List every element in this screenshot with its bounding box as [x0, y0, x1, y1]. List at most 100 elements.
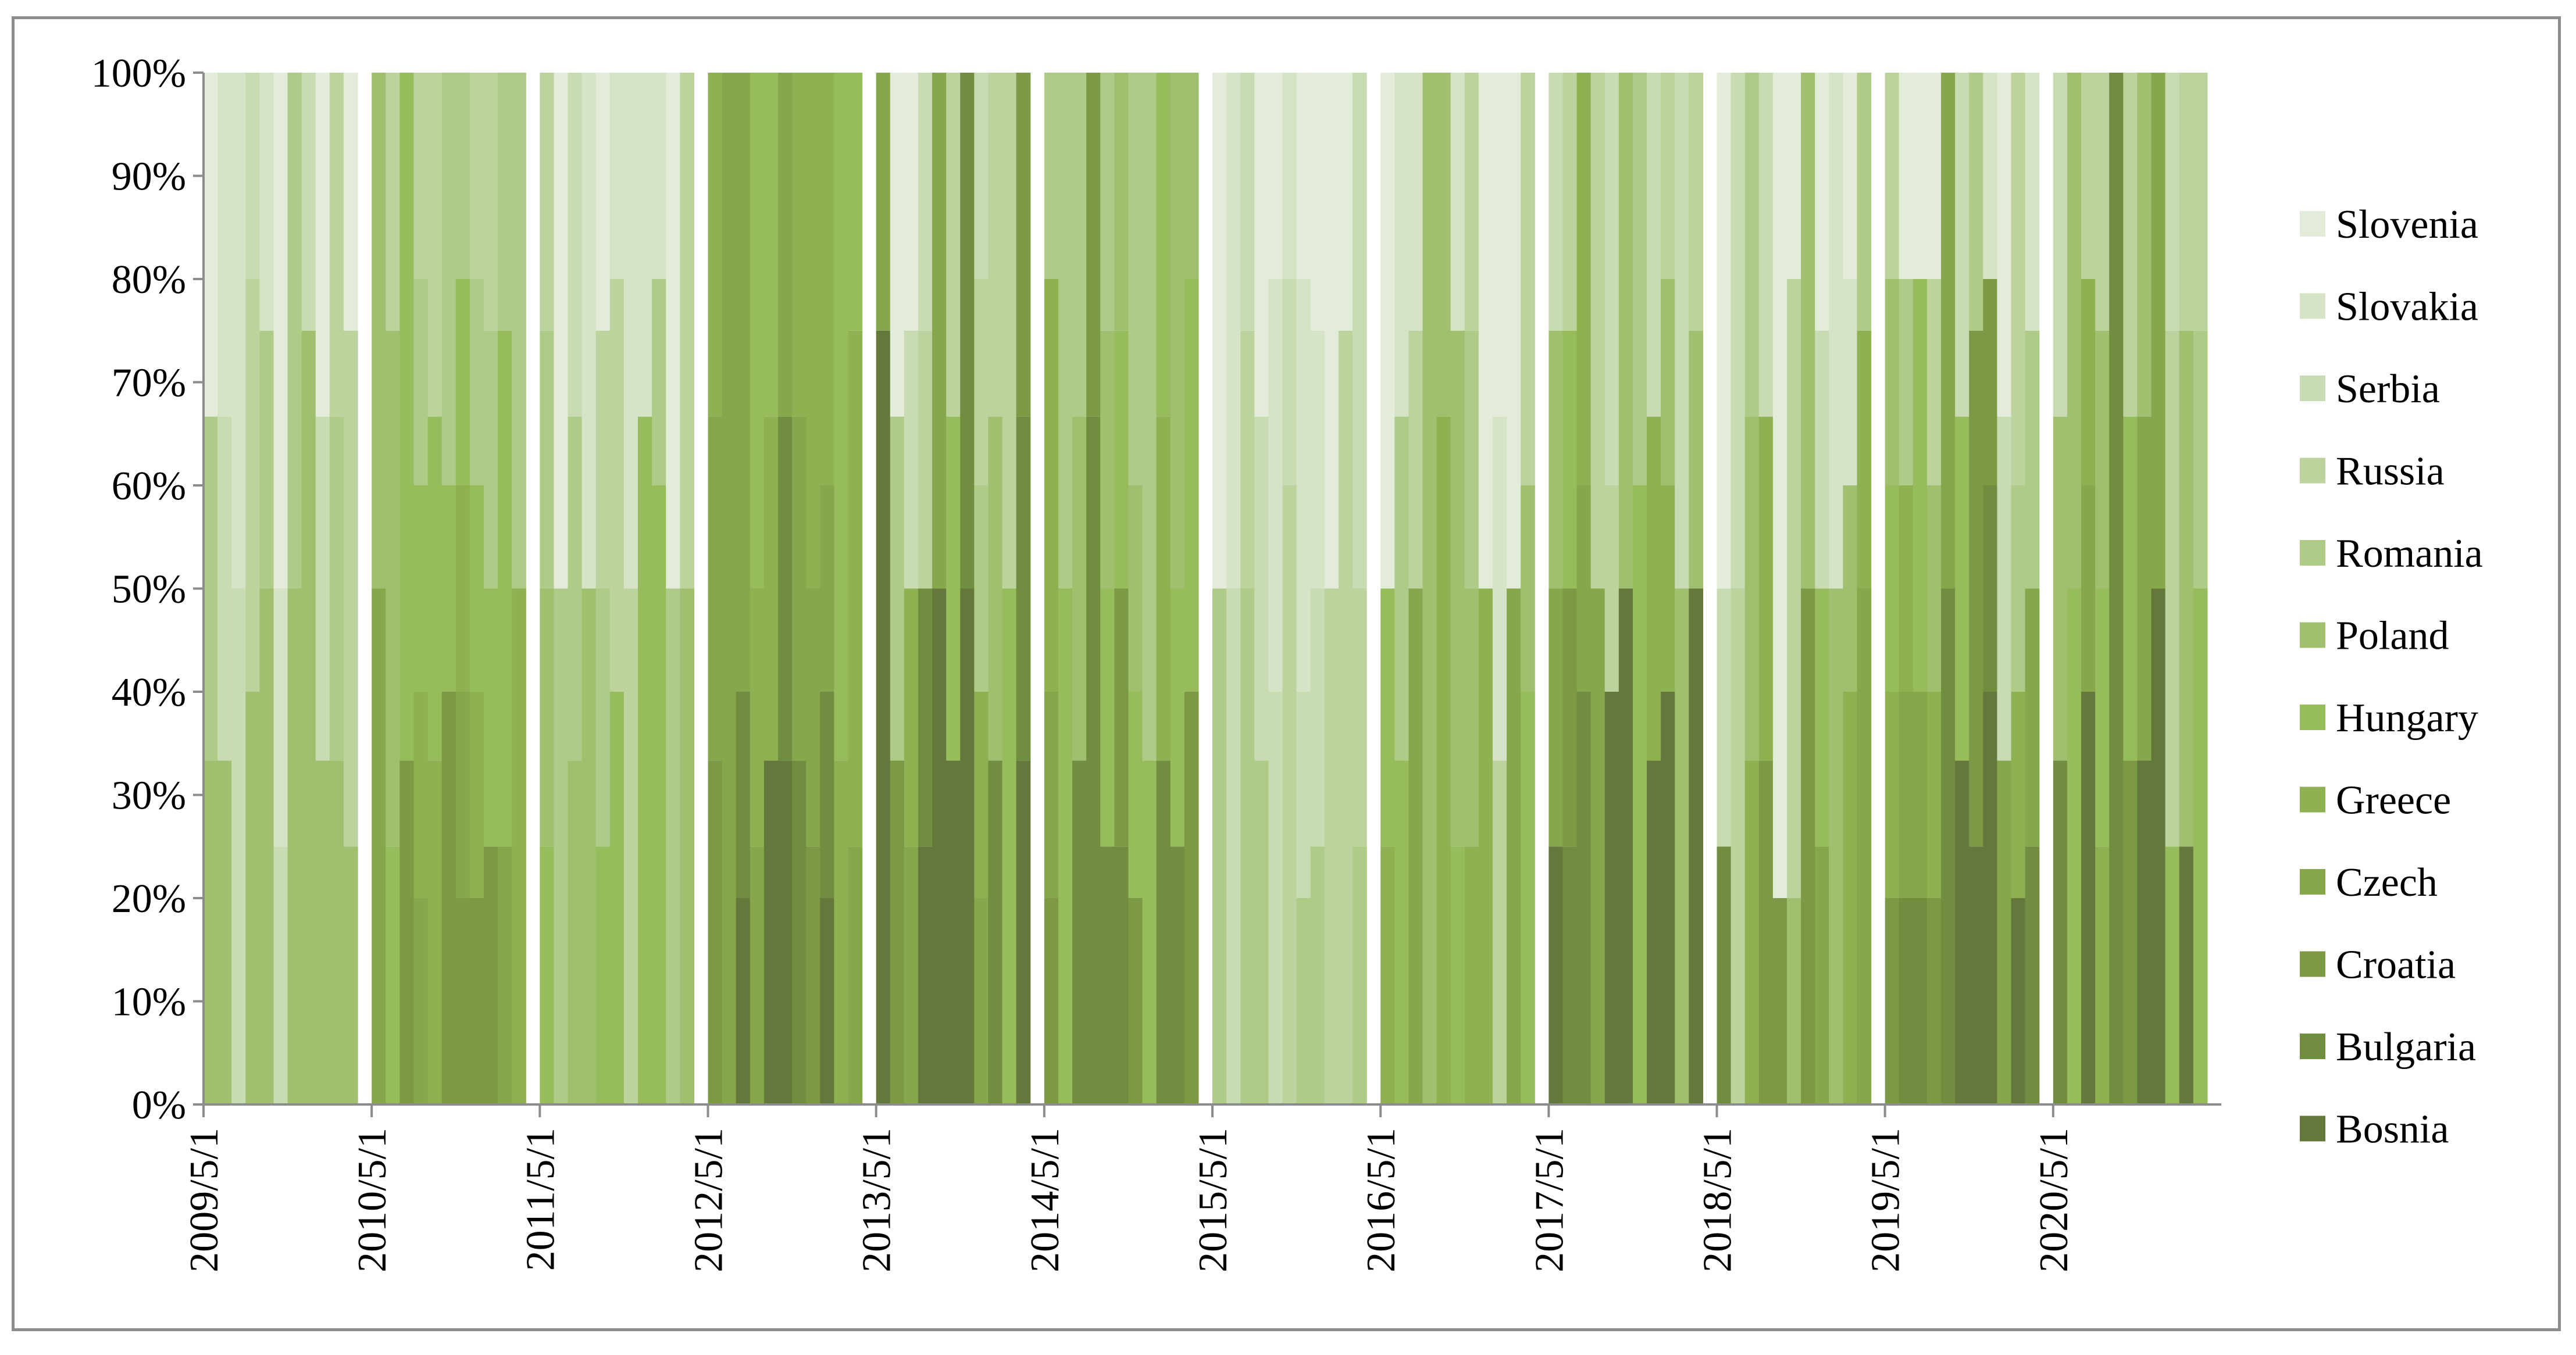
bar-segment-russia [386, 73, 400, 331]
bar-segment-hungary [763, 73, 779, 417]
legend-swatch-hungary [2300, 705, 2325, 730]
bar-segment-croatia [483, 846, 498, 1104]
bar-segment-hungary [2067, 588, 2082, 1104]
bar-segment-serbia [1675, 73, 1689, 589]
bar-segment-romania [595, 588, 611, 847]
bar-segment-russia [2193, 73, 2208, 331]
bar-segment-bulgaria [1576, 692, 1592, 1104]
bar-segment-romania [259, 330, 274, 589]
bar-segment-poland [680, 588, 695, 1104]
bar-segment-hungary [1632, 485, 1647, 1104]
bar-segment-bosnia [820, 898, 834, 1104]
bar-segment-hungary [1100, 588, 1115, 847]
bar-segment-slovakia [259, 73, 274, 331]
bar-segment-slovakia [623, 73, 638, 589]
bar-segment-bulgaria [1562, 846, 1578, 1104]
bar-segment-slovenia [204, 73, 218, 417]
bar-segment-greece [1899, 485, 1914, 692]
x-tick-label: 2020/5/1 [2032, 1128, 2077, 1272]
bar-segment-bulgaria [2053, 760, 2068, 1104]
bar-segment-greece [512, 588, 526, 1104]
bar-segment-poland [2179, 330, 2194, 847]
bar-segment-slovenia [273, 73, 288, 589]
bar-segment-slovenia [595, 73, 611, 331]
bar-segment-slovenia [1324, 73, 1339, 589]
bar-segment-bulgaria [736, 692, 751, 898]
bar-segment-russia [2095, 73, 2110, 331]
x-axis: 2009/5/1 2010/5/1 2011/5/1 2012/5/1 2013/5/1… [182, 1103, 2221, 1272]
bar-segment-hungary [638, 416, 652, 1105]
bar-segment-bulgaria [792, 760, 807, 1104]
bar-segment-bosnia [736, 898, 751, 1104]
bar-segment-hungary [1450, 846, 1465, 1104]
bar-segment-poland [1114, 73, 1129, 331]
bar-segment-russia [2011, 73, 2026, 485]
bar-segment-greece [1758, 416, 1774, 761]
bar-segment-hungary [2123, 416, 2138, 761]
bar-segment-russia [413, 73, 429, 279]
bar-segment-slovakia [1282, 73, 1297, 279]
legend-swatch-slovakia [2300, 293, 2325, 319]
bar-segment-russia [1002, 73, 1017, 589]
bar-segment-slovenia [1815, 73, 1829, 331]
legend-swatch-russia [2300, 457, 2325, 484]
bar-segment-hungary [595, 846, 611, 1104]
bar-segment-serbia [918, 73, 933, 331]
bar-segment-czech [806, 588, 820, 847]
bar-segment-hungary [1002, 588, 1017, 1104]
bar-segment-russia [1282, 485, 1297, 1104]
bar-segment-croatia [1772, 898, 1787, 1104]
bar-segment-czech [372, 588, 386, 1104]
bar-segment-bosnia [2137, 760, 2152, 1104]
bar-segment-czech [722, 73, 737, 1104]
bar-segment-greece [1464, 846, 1479, 1104]
bar-segment-poland [217, 760, 232, 1104]
bar-segment-slovenia [1843, 73, 1858, 279]
bar-segment-greece [1380, 846, 1395, 1104]
bar-segment-slovakia [638, 73, 652, 417]
bar-segment-hungary [1058, 588, 1073, 1104]
bar-segment-czech [498, 846, 512, 1104]
legend-label-slovakia: Slovakia [2336, 285, 2478, 330]
bar-segment-hungary [386, 846, 400, 1104]
bar-segment-russia [1464, 73, 1479, 331]
bar-segment-czech [1997, 760, 2012, 1104]
bar-segment-romania [652, 279, 666, 485]
bar-segment-czech [1590, 588, 1605, 1104]
bar-segment-croatia [1184, 692, 1199, 1104]
y-tick-label: 30% [112, 774, 186, 818]
bar-segment-bosnia [960, 588, 975, 1104]
bar-segment-hungary [1521, 692, 1535, 1104]
bar-segment-czech [820, 485, 834, 692]
x-tick-label: 2014/5/1 [1023, 1128, 1068, 1272]
x-tick-label: 2019/5/1 [1864, 1128, 1908, 1272]
bar-segment-croatia [1016, 73, 1031, 417]
bar-segment-poland [1829, 588, 1843, 1104]
bar-segment-bosnia [946, 760, 961, 1104]
bar-segment-bulgaria [820, 692, 834, 898]
bar-segment-bulgaria [777, 416, 793, 761]
bar-segment-bosnia [1618, 588, 1633, 1104]
bar-segment-bosnia [1604, 692, 1619, 1104]
bar-segment-russia [1352, 588, 1367, 847]
legend-swatch-slovenia [2300, 211, 2325, 237]
bar-segment-slovenia [890, 73, 905, 417]
bar-segment-romania [974, 485, 989, 692]
bar-segment-russia [329, 73, 344, 417]
legend-label-romania: Romania [2336, 531, 2483, 576]
bar-segment-poland [1436, 73, 1451, 417]
bar-segment-romania [2193, 330, 2208, 589]
bar-segment-romania [1058, 73, 1073, 589]
bar-segment-slovenia [1899, 73, 1914, 279]
bar-segment-romania [512, 73, 526, 589]
bar-segment-poland [1675, 588, 1689, 1104]
bar-segment-hungary [1184, 279, 1199, 692]
bar-segment-romania [666, 588, 680, 1104]
bar-segment-bulgaria [988, 760, 1003, 1104]
bar-segment-croatia [890, 760, 905, 1104]
bar-segment-greece [1044, 279, 1059, 692]
bar-segment-bulgaria [1983, 485, 1998, 692]
bar-segment-romania [1142, 73, 1157, 761]
bar-segment-poland [386, 330, 400, 847]
bar-segment-hungary [834, 73, 849, 761]
